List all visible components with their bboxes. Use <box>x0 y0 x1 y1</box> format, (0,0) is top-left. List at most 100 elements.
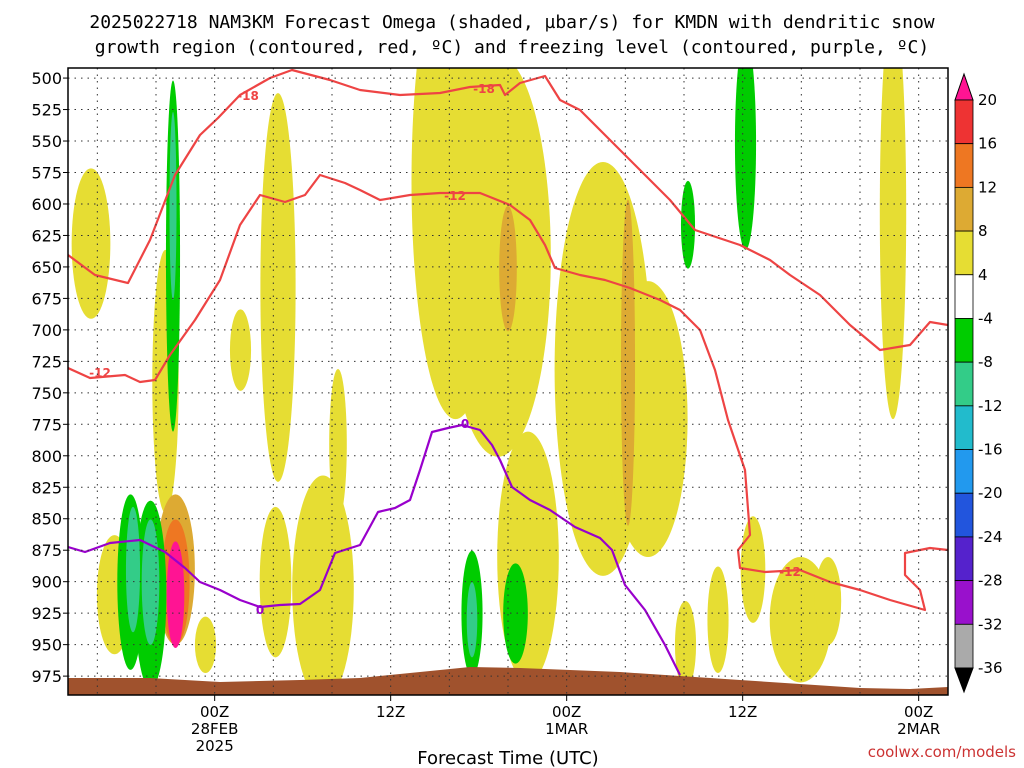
colorbar: 20 16 12 8 4 -4 -8 -12 -16 -20 -24 -28 -32 -36 <box>954 72 1003 694</box>
y-tick-label: 775 <box>31 415 62 434</box>
x-tick-label: 2MAR <box>897 720 940 738</box>
omega-shaded-area <box>499 205 517 332</box>
y-tick-label: 875 <box>31 541 62 560</box>
colorbar-swatch <box>954 230 974 276</box>
y-tick-label: 675 <box>31 289 62 308</box>
x-tick-label: 00Z <box>552 703 581 721</box>
omega-shaded-area <box>125 506 141 633</box>
colorbar-swatch <box>954 99 974 145</box>
omega-shaded-area <box>329 368 347 520</box>
contour-label: -12 <box>444 189 466 203</box>
colorbar-tick-label: -32 <box>978 615 1003 633</box>
colorbar-tick-label: 4 <box>978 266 988 284</box>
colorbar-tick-label: -28 <box>978 572 1003 590</box>
omega-shaded-area <box>503 563 528 664</box>
credit-text: coolwx.com/models <box>868 743 1016 761</box>
gridlines <box>68 68 948 695</box>
colorbar-tick-label: 12 <box>978 178 997 196</box>
chart-title-line-2: growth region (contoured, red, ºC) and f… <box>95 37 929 58</box>
y-tick-label: 900 <box>31 573 62 592</box>
omega-shaded-area <box>608 281 688 558</box>
y-tick-label: 800 <box>31 447 62 466</box>
omega-shaded-area <box>445 68 551 457</box>
y-tick-label: 550 <box>31 132 62 151</box>
x-tick-label: 28FEB <box>191 720 238 738</box>
y-tick-label: 500 <box>31 69 62 88</box>
colorbar-tick-label: -8 <box>978 353 993 371</box>
y-tick-label: 925 <box>31 604 62 623</box>
y-tick-label: 825 <box>31 478 62 497</box>
colorbar-swatch <box>954 274 974 319</box>
y-axis-pressure: 500 525 550 575 600 625 650 675 700 725 750 775 800 8… <box>31 69 68 686</box>
colorbar-swatch <box>954 449 974 494</box>
colorbar-swatch <box>954 536 974 582</box>
contour-label: -18 <box>473 82 495 96</box>
x-axis-label: Forecast Time (UTC) <box>417 748 598 768</box>
colorbar-tick-label: -16 <box>978 441 1003 459</box>
y-tick-label: 650 <box>31 258 62 277</box>
y-tick-label: 525 <box>31 101 62 120</box>
colorbar-swatch <box>954 318 974 363</box>
omega-shaded-area <box>292 475 354 695</box>
x-tick-label: 00Z <box>200 703 229 721</box>
y-tick-label: 750 <box>31 384 62 403</box>
omega-shading <box>71 68 907 695</box>
y-tick-label: 575 <box>31 164 62 183</box>
omega-shaded-area <box>169 111 177 300</box>
colorbar-swatch <box>954 580 974 625</box>
omega-shaded-area <box>707 566 729 674</box>
terrain-ground <box>68 667 948 695</box>
y-tick-label: 600 <box>31 195 62 214</box>
omega-shaded-area <box>466 582 478 658</box>
x-tick-label: 00Z <box>904 703 933 721</box>
colorbar-swatch <box>954 623 974 669</box>
colorbar-swatch <box>954 361 974 407</box>
colorbar-top-triangle <box>954 72 974 101</box>
y-tick-label: 975 <box>31 667 62 686</box>
contour-minus12-upper <box>68 173 948 612</box>
y-tick-label: 700 <box>31 321 62 340</box>
x-tick-label: 12Z <box>376 703 405 721</box>
omega-shaded-area <box>814 557 842 645</box>
colorbar-bottom-triangle <box>954 667 974 694</box>
colorbar-tick-label: 16 <box>978 135 997 153</box>
y-tick-label: 725 <box>31 352 62 371</box>
colorbar-swatch <box>954 492 974 538</box>
colorbar-tick-label: -4 <box>978 309 993 327</box>
y-tick-label: 950 <box>31 636 62 655</box>
y-tick-label: 850 <box>31 510 62 529</box>
omega-shaded-area <box>71 168 111 319</box>
contour-label: 0 <box>256 603 264 617</box>
omega-shaded-area <box>229 309 252 391</box>
x-tick-label: 2025 <box>196 737 234 755</box>
colorbar-swatch <box>954 186 974 232</box>
colorbar-tick-label: -24 <box>978 528 1003 546</box>
freezing-level-contour <box>68 423 681 676</box>
plot-frame <box>67 67 949 696</box>
contour-minus18-upper <box>68 68 948 352</box>
x-tick-label: 12Z <box>728 703 757 721</box>
omega-shaded-area <box>620 199 636 526</box>
chart-title-line-1: 2025022718 NAM3KM Forecast Omega (shaded… <box>89 12 934 33</box>
colorbar-swatch <box>954 143 974 188</box>
omega-shaded-area <box>259 506 292 658</box>
colorbar-tick-label: -36 <box>978 659 1003 677</box>
colorbar-tick-label: -12 <box>978 397 1003 415</box>
terrain-band <box>68 667 948 695</box>
colorbar-tick-label: -20 <box>978 484 1003 502</box>
omega-shaded-area <box>260 93 296 482</box>
x-tick-label: 1MAR <box>545 720 588 738</box>
omega-shaded-area <box>879 68 907 420</box>
omega-shaded-area <box>141 519 160 645</box>
colorbar-swatch <box>954 405 974 450</box>
contour-label: -18 <box>237 89 259 103</box>
colorbar-tick-label: 8 <box>978 222 988 240</box>
y-tick-label: 625 <box>31 226 62 245</box>
omega-shaded-area <box>166 541 185 648</box>
omega-shaded-area <box>680 180 696 269</box>
contour-label: -12 <box>89 366 111 380</box>
colorbar-tick-label: 20 <box>978 91 997 109</box>
contour-label: -12 <box>779 565 801 579</box>
